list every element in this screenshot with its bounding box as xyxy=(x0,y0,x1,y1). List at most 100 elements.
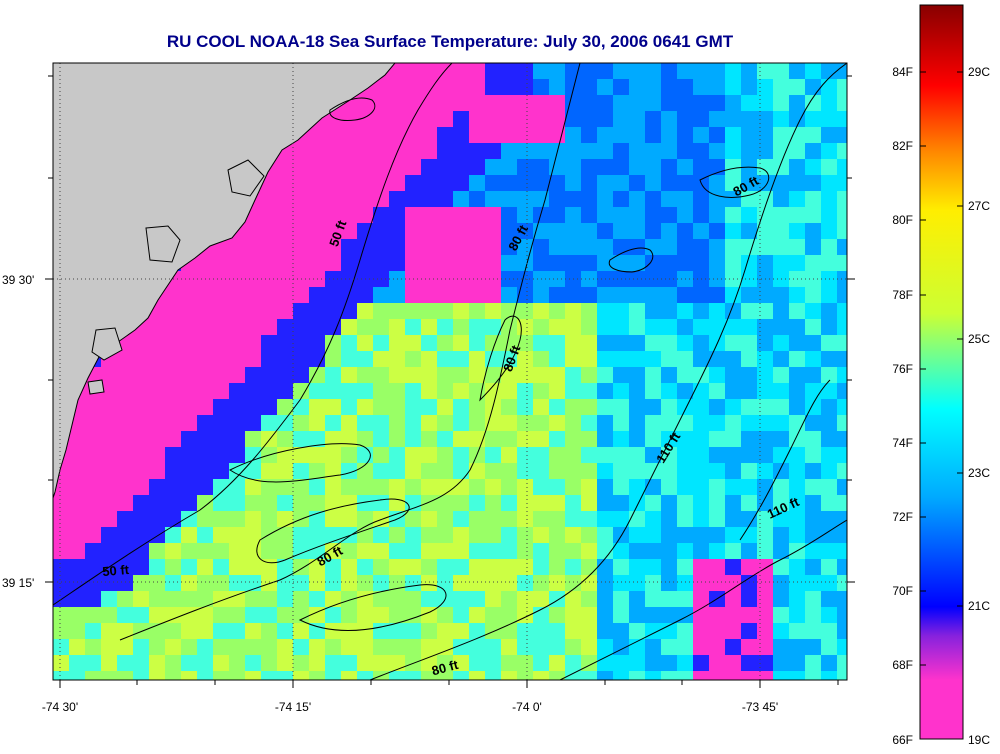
sst-pixel xyxy=(181,479,198,496)
sst-pixel xyxy=(501,127,518,144)
sst-pixel xyxy=(405,143,422,160)
sst-pixel xyxy=(165,671,182,680)
sst-pixel xyxy=(565,303,582,320)
sst-pixel xyxy=(485,143,502,160)
sst-pixel xyxy=(469,543,486,560)
colorbar-f-label: 80F xyxy=(892,213,913,227)
sst-pixel xyxy=(437,495,454,512)
sst-pixel xyxy=(389,303,406,320)
bathymetry-contours xyxy=(53,63,847,680)
sst-pixel xyxy=(469,415,486,432)
sst-pixel xyxy=(613,415,630,432)
sst-pixel xyxy=(421,415,438,432)
sst-pixel xyxy=(229,367,246,384)
sst-pixel xyxy=(261,527,278,544)
sst-pixel xyxy=(245,303,262,320)
sst-pixel xyxy=(373,399,390,416)
sst-pixel xyxy=(485,223,502,240)
sst-pixel xyxy=(133,367,150,384)
sst-pixel xyxy=(805,575,822,592)
sst-pixel xyxy=(517,127,534,144)
sst-pixel xyxy=(421,511,438,528)
sst-pixel xyxy=(501,63,518,80)
sst-pixel xyxy=(821,607,838,624)
sst-pixel xyxy=(725,463,742,480)
sst-pixel xyxy=(149,383,166,400)
sst-pixel xyxy=(181,383,198,400)
sst-pixel xyxy=(709,255,726,272)
sst-pixel xyxy=(421,191,438,208)
sst-pixel xyxy=(101,543,118,560)
sst-pixel xyxy=(565,239,582,256)
sst-pixel xyxy=(309,383,326,400)
sst-pixel xyxy=(837,143,847,160)
sst-pixel xyxy=(309,559,326,576)
sst-pixel xyxy=(613,447,630,464)
sst-pixel xyxy=(645,671,662,680)
sst-pixel xyxy=(101,575,118,592)
sst-pixel xyxy=(133,527,150,544)
sst-pixel xyxy=(805,367,822,384)
sst-pixel xyxy=(277,591,294,608)
sst-pixel xyxy=(101,495,118,512)
sst-pixel xyxy=(69,511,86,528)
sst-pixel xyxy=(229,591,246,608)
sst-pixel xyxy=(565,207,582,224)
sst-pixel xyxy=(277,191,294,208)
sst-pixel xyxy=(741,111,758,128)
sst-pixel xyxy=(405,623,422,640)
sst-pixel xyxy=(837,63,847,80)
sst-pixel xyxy=(453,335,470,352)
sst-pixel xyxy=(373,655,390,672)
sst-pixel xyxy=(565,111,582,128)
sst-pixel xyxy=(485,175,502,192)
sst-pixel xyxy=(565,559,582,576)
sst-pixel xyxy=(581,575,598,592)
sst-pixel xyxy=(645,111,662,128)
sst-pixel xyxy=(533,511,550,528)
sst-pixel xyxy=(389,127,406,144)
sst-pixel xyxy=(837,271,847,288)
sst-pixel xyxy=(597,111,614,128)
sst-pixel xyxy=(757,175,774,192)
sst-pixel xyxy=(341,335,358,352)
sst-pixel xyxy=(661,495,678,512)
sst-pixel xyxy=(277,383,294,400)
sst-pixel xyxy=(613,63,630,80)
sst-pixel xyxy=(805,511,822,528)
sst-pixel xyxy=(773,351,790,368)
sst-pixel xyxy=(165,591,182,608)
sst-pixel xyxy=(837,671,847,680)
sst-pixel xyxy=(805,143,822,160)
sst-pixel xyxy=(773,479,790,496)
sst-pixel xyxy=(613,655,630,672)
sst-pixel xyxy=(469,95,486,112)
sst-pixel xyxy=(533,383,550,400)
sst-pixel xyxy=(805,479,822,496)
map-tick-marks xyxy=(45,75,855,688)
sst-pixel xyxy=(581,287,598,304)
sst-pixel xyxy=(373,383,390,400)
sst-pixel xyxy=(661,639,678,656)
sst-pixel xyxy=(805,255,822,272)
sst-pixel xyxy=(549,447,566,464)
sst-pixel xyxy=(405,559,422,576)
colorbar: 84F 82F 80F 78F 76F 74F 72F 70F 68F 66F … xyxy=(892,4,990,747)
sst-pixel xyxy=(741,223,758,240)
sst-pixel xyxy=(517,527,534,544)
sst-pixel xyxy=(757,127,774,144)
sst-pixel xyxy=(341,303,358,320)
sst-pixel xyxy=(677,591,694,608)
sst-pixel xyxy=(501,207,518,224)
sst-pixel xyxy=(693,159,710,176)
sst-pixel xyxy=(789,527,806,544)
sst-pixel xyxy=(677,79,694,96)
sst-pixel xyxy=(341,623,358,640)
sst-pixel xyxy=(805,431,822,448)
sst-pixel xyxy=(565,287,582,304)
sst-pixel xyxy=(565,463,582,480)
sst-pixel xyxy=(117,543,134,560)
sst-pixel xyxy=(469,367,486,384)
sst-pixel xyxy=(677,607,694,624)
sst-pixel xyxy=(517,511,534,528)
